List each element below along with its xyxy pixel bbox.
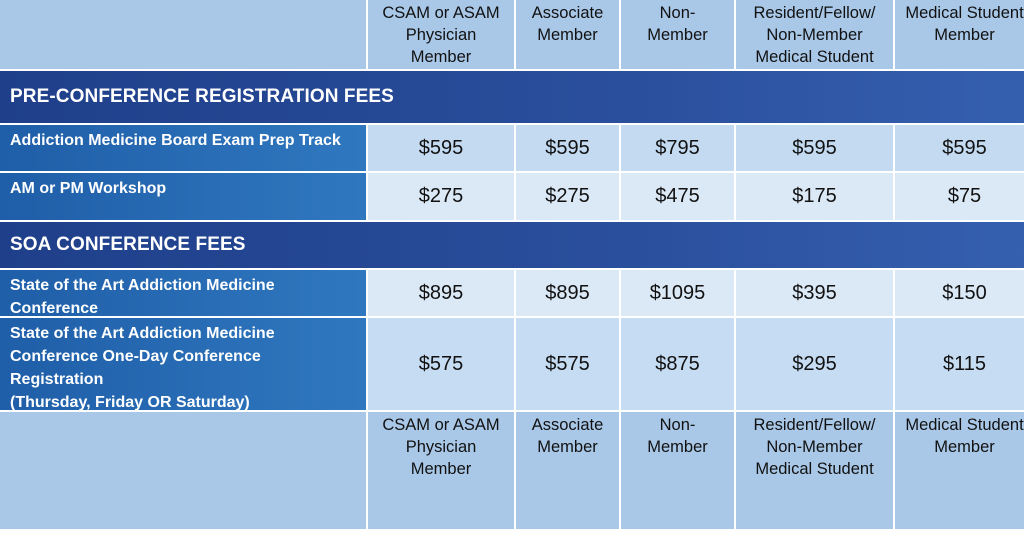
row-label: State of the Art Addiction Medicine Conf… — [0, 270, 366, 340]
fee-value: $595 — [736, 125, 893, 171]
row-label: State of the Art Addiction Medicine Conf… — [0, 318, 366, 411]
fee-value: $295 — [736, 318, 893, 410]
fee-value: $275 — [368, 173, 514, 220]
column-header: CSAM or ASAM Physician Member — [368, 0, 514, 69]
column-footer: Resident/Fellow/ Non-Member Medical Stud… — [736, 412, 893, 529]
column-footer: Medical Student Member — [895, 412, 1024, 529]
fee-value: $575 — [516, 318, 619, 410]
column-footer: Associate Member — [516, 412, 619, 529]
column-footer: Non- Member — [621, 412, 734, 529]
fee-value: $150 — [895, 270, 1024, 316]
fee-value: $395 — [736, 270, 893, 316]
fee-value: $275 — [516, 173, 619, 220]
fee-value: $595 — [368, 125, 514, 171]
fee-value: $115 — [895, 318, 1024, 410]
column-footer: CSAM or ASAM Physician Member — [368, 412, 514, 529]
fee-value: $575 — [368, 318, 514, 410]
fee-value: $595 — [516, 125, 619, 171]
column-header: Associate Member — [516, 0, 619, 69]
fee-value: $595 — [895, 125, 1024, 171]
section-title-soa-conference: SOA CONFERENCE FEES — [0, 222, 1024, 268]
fee-value: $895 — [368, 270, 514, 316]
fee-value: $895 — [516, 270, 619, 316]
fee-value: $875 — [621, 318, 734, 410]
column-header: Medical Student Member — [895, 0, 1024, 69]
fee-value: $175 — [736, 173, 893, 220]
fee-value: $1095 — [621, 270, 734, 316]
footer-corner — [0, 412, 366, 529]
fee-value: $795 — [621, 125, 734, 171]
row-label: Addiction Medicine Board Exam Prep Track — [0, 125, 366, 171]
column-header: Non- Member — [621, 0, 734, 69]
column-header: Resident/Fellow/ Non-Member Medical Stud… — [736, 0, 893, 69]
header-corner — [0, 0, 366, 69]
fee-value: $475 — [621, 173, 734, 220]
row-label: AM or PM Workshop — [0, 173, 366, 220]
section-title-pre-conference: PRE-CONFERENCE REGISTRATION FEES — [0, 71, 1024, 123]
fee-value: $75 — [895, 173, 1024, 220]
